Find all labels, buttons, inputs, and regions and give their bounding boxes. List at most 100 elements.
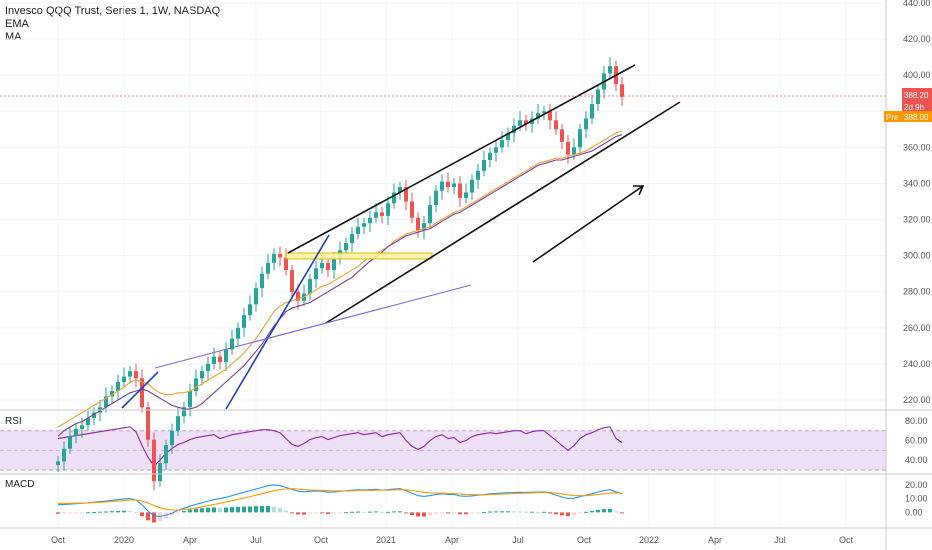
overlays xyxy=(57,130,623,437)
macd-histogram-bar xyxy=(548,512,552,514)
price-tick-label: 360.00 xyxy=(903,142,931,152)
macd-tick-label: 0.00 xyxy=(905,507,923,517)
macd-histogram-bar xyxy=(128,510,132,513)
macd-histogram-bar xyxy=(404,512,408,514)
macd-histogram-bar xyxy=(554,512,558,515)
macd-histogram-bar xyxy=(254,506,258,513)
time-tick-label: 2021 xyxy=(376,535,396,545)
candle-body xyxy=(584,118,588,130)
macd-histogram-bar xyxy=(518,511,522,513)
macd-histogram-bar xyxy=(302,512,306,515)
steep-trend-line[interactable] xyxy=(225,234,330,410)
pre-label: Pre xyxy=(886,113,899,122)
macd-histogram-bar xyxy=(536,511,540,513)
rsi-tick-label: 60.00 xyxy=(905,436,928,446)
macd-histogram-bar xyxy=(602,509,606,513)
price-tick-label: 280.00 xyxy=(903,287,931,297)
direction-arrow-line[interactable] xyxy=(532,185,644,263)
candle-body xyxy=(62,448,66,462)
macd-histogram-bar xyxy=(248,506,252,513)
time-tick-label: 2020 xyxy=(114,535,134,545)
legend-ema: EMA xyxy=(5,18,30,30)
macd-histogram-bar xyxy=(578,512,582,514)
macd-histogram-bar xyxy=(332,512,336,514)
time-axis[interactable]: Oct 2020 Apr Jul Oct 2021 Apr Jul Oct 2022 Apr Jul O… xyxy=(51,535,854,545)
macd-histogram-bar xyxy=(188,509,192,513)
candle-body xyxy=(194,378,198,391)
macd-histogram-bar xyxy=(464,512,468,515)
macd-histogram-bar xyxy=(488,511,492,513)
pre-label-bg xyxy=(884,111,902,122)
direction-arrow-head xyxy=(633,185,645,196)
macd-histogram-bar xyxy=(350,511,354,513)
candle-body xyxy=(512,125,516,133)
candle-body xyxy=(494,147,498,153)
rsi-pane xyxy=(0,426,886,471)
macd-histogram-bar xyxy=(272,506,276,513)
candle-body xyxy=(578,129,582,148)
candle-body xyxy=(398,187,402,193)
early-trend-line[interactable] xyxy=(121,371,159,409)
candle-body xyxy=(566,141,570,155)
candle-body xyxy=(134,371,138,379)
macd-histogram-bar xyxy=(620,512,624,514)
macd-histogram-bar xyxy=(614,511,618,513)
legend-ma: MA xyxy=(5,31,22,43)
candle-body xyxy=(116,381,120,391)
candle-body xyxy=(218,356,222,363)
macd-histogram-bar xyxy=(362,511,366,513)
candle-body xyxy=(590,104,594,119)
support-zone[interactable] xyxy=(285,252,433,260)
candle-body xyxy=(260,273,264,289)
time-tick-label: Oct xyxy=(51,535,66,545)
trend-drawings[interactable] xyxy=(121,64,681,410)
candle-body xyxy=(296,291,300,301)
macd-histogram-bar xyxy=(74,512,78,514)
macd-histogram-bar xyxy=(452,512,456,514)
time-tick-label: Jul xyxy=(512,535,524,545)
candle-body xyxy=(110,390,114,397)
candle-body xyxy=(404,187,408,202)
pre-value-bg xyxy=(902,111,932,122)
macd-histogram-bar xyxy=(290,512,294,514)
macd-histogram-bar xyxy=(368,511,372,513)
macd-histogram-bar xyxy=(542,511,546,513)
macd-histogram-bar xyxy=(386,511,390,513)
candle-body xyxy=(368,217,372,224)
candle-body xyxy=(242,315,246,328)
price-axis[interactable]: 220.00 240.00 260.00 280.00 300.00 320.00 340.… xyxy=(903,0,931,517)
macd-histogram-bar xyxy=(374,511,378,513)
candle-body xyxy=(164,445,168,464)
macd-tick-label: 20.00 xyxy=(905,480,928,490)
macd-histogram-bar xyxy=(566,512,570,517)
macd-histogram-bar xyxy=(428,512,432,516)
candle-body xyxy=(140,378,144,408)
macd-histogram-bar xyxy=(170,512,174,516)
candle-body xyxy=(80,425,84,429)
macd-histogram-bar xyxy=(530,511,534,513)
macd-histogram-bar xyxy=(308,512,312,514)
candle-body xyxy=(284,257,288,271)
macd-histogram-bar xyxy=(104,511,108,513)
candle-body xyxy=(362,223,366,227)
macd-histogram-bar xyxy=(500,511,504,513)
candle-body xyxy=(332,259,336,271)
macd-title: MACD xyxy=(5,479,34,490)
channel-lower-line[interactable] xyxy=(325,101,681,324)
macd-histogram-bar xyxy=(590,510,594,513)
macd-histogram-bar xyxy=(224,507,228,513)
candle-body xyxy=(158,463,162,482)
macd-histogram-bar xyxy=(266,505,270,513)
macd-histogram-bar xyxy=(584,511,588,513)
macd-histogram-bar xyxy=(560,512,564,516)
macd-pane xyxy=(56,484,624,523)
macd-histogram-bar xyxy=(326,512,330,515)
macd-histogram-bar xyxy=(200,508,204,513)
macd-histogram-bar xyxy=(494,511,498,513)
candle-body xyxy=(464,192,468,198)
shallow-trend-line[interactable] xyxy=(154,284,472,369)
candle-body xyxy=(536,113,540,119)
macd-histogram-bar xyxy=(320,512,324,514)
candle-body xyxy=(224,349,228,363)
